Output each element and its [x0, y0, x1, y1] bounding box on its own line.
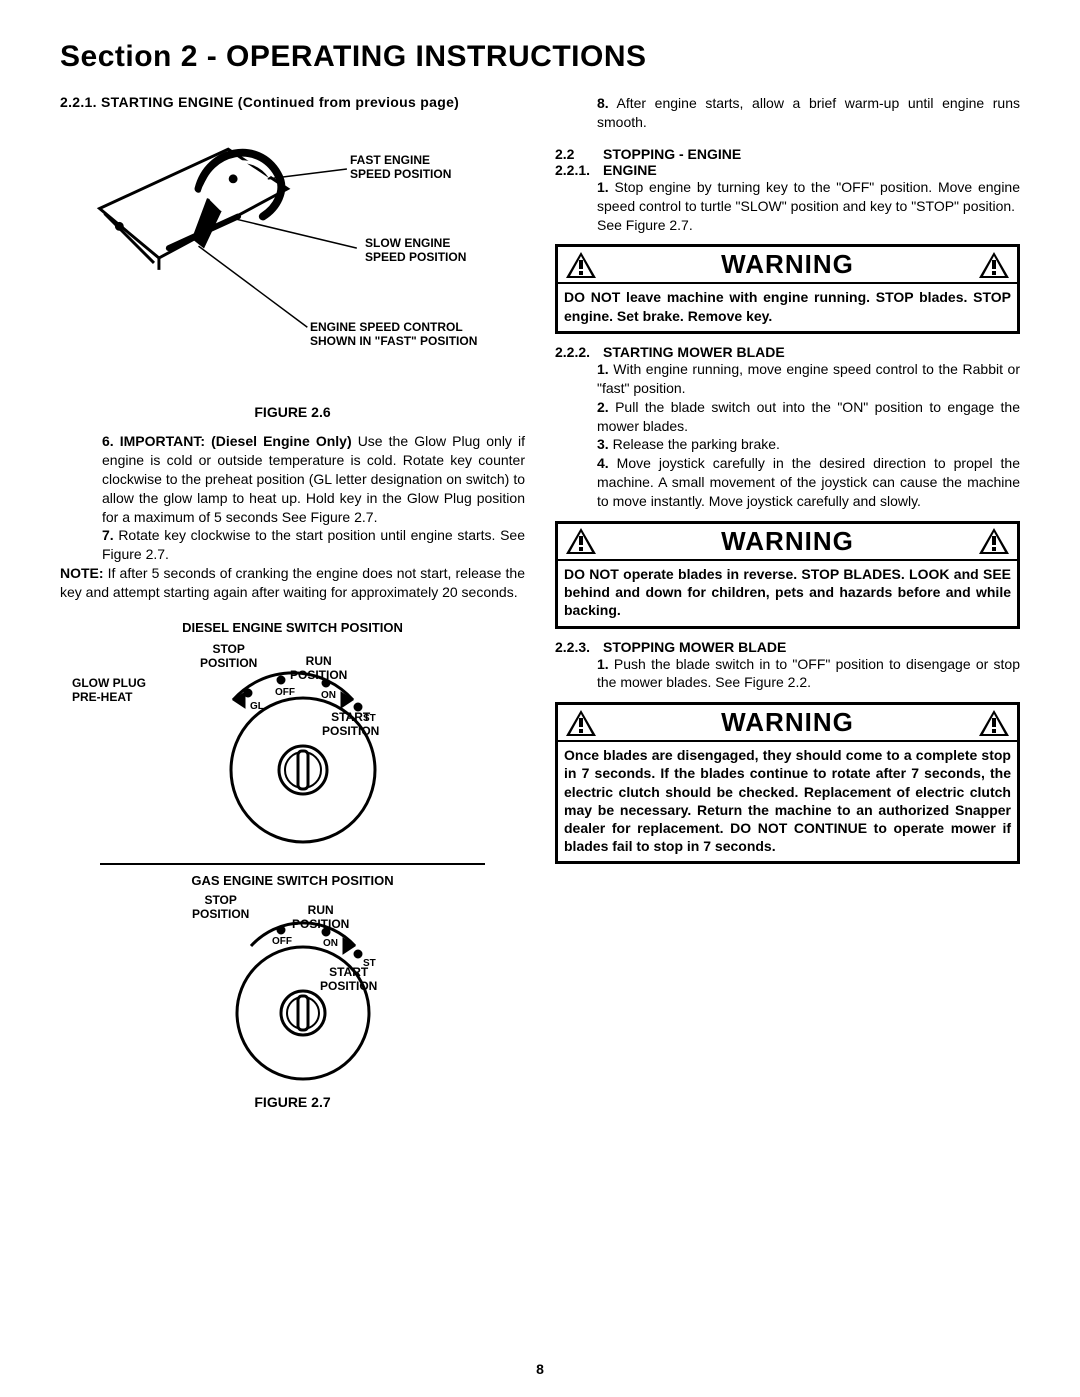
smb1-num: 1. — [597, 361, 609, 377]
smb2-num: 2. — [597, 399, 609, 415]
diesel-switch-title: DIESEL ENGINE SWITCH POSITION — [60, 620, 525, 635]
stopping-mower-text: 1. Push the blade switch in to "OFF" pos… — [555, 655, 1020, 693]
label-glow: GLOW PLUG PRE-HEAT — [72, 677, 146, 705]
heading-2-2: 2.2STOPPING - ENGINE — [555, 146, 1020, 162]
label-off: OFF — [275, 687, 295, 698]
h221-num: 2.2.1. — [555, 162, 603, 178]
smb4-num: 4. — [597, 455, 609, 471]
warning-body-3: Once blades are disengaged, they should … — [558, 742, 1017, 861]
eng1-body: Stop engine by turning key to the "OFF" … — [597, 179, 1024, 233]
warning-box-2: WARNING DO NOT operate blades in reverse… — [555, 521, 1020, 629]
text-step-6-7: 6. IMPORTANT: (Diesel Engine Only) Use t… — [60, 432, 525, 602]
section-title-text: OPERATING INSTRUCTIONS — [226, 40, 646, 73]
smb2-body: Pull the blade switch out into the "ON" … — [597, 399, 1020, 434]
figure-2-7-caption: FIGURE 2.7 — [60, 1094, 525, 1110]
starting-mower-text: 1. With engine running, move engine spee… — [555, 360, 1020, 511]
warning-icon — [564, 250, 598, 280]
warning-body-2: DO NOT operate blades in reverse. STOP B… — [558, 561, 1017, 626]
h222-title: STARTING MOWER BLADE — [603, 344, 785, 360]
svg-text:ON: ON — [323, 938, 338, 949]
warning-head-2: WARNING — [558, 524, 1017, 561]
label-start: START POSITION — [322, 711, 379, 739]
h222-num: 2.2.2. — [555, 344, 603, 360]
svg-text:OFF: OFF — [272, 936, 292, 947]
warning-icon — [564, 526, 598, 556]
heading-2-2-1-right: 2.2.1.ENGINE — [555, 162, 1020, 178]
smb1-body: With engine running, move engine speed c… — [597, 361, 1020, 396]
section-title: Section 2 - OPERATING INSTRUCTIONS — [60, 40, 1020, 74]
stop1-body: Push the blade switch in to "OFF" positi… — [597, 656, 1020, 691]
h223-title: STOPPING MOWER BLADE — [603, 639, 786, 655]
h22-title: STOPPING - ENGINE — [603, 146, 741, 162]
step-6-lead: 6. IMPORTANT: (Diesel Engine Only) — [102, 433, 358, 449]
heading-2-2-1: 2.2.1. STARTING ENGINE (Continued from p… — [60, 94, 525, 110]
step-7-num: 7. — [102, 527, 114, 543]
label-fast: FAST ENGINE SPEED POSITION — [350, 153, 451, 182]
gas-switch-title: GAS ENGINE SWITCH POSITION — [60, 873, 525, 888]
step-8-body: After engine starts, allow a brief warm-… — [597, 95, 1020, 130]
warning-icon — [977, 526, 1011, 556]
stop1-num: 1. — [597, 656, 609, 672]
gas-switch-diagram: OFF ON ST STOP POSITION RUN POSITION STA… — [60, 898, 525, 1088]
warning-body-1: DO NOT leave machine with engine running… — [558, 284, 1017, 330]
warning-icon — [977, 250, 1011, 280]
warning-head-1: WARNING — [558, 247, 1017, 284]
eng1-num: 1. — [597, 179, 609, 195]
smb4-body: Move joystick carefully in the desired d… — [597, 455, 1020, 509]
section-prefix: Section 2 - — [60, 40, 226, 73]
label-run-gas: RUN POSITION — [292, 904, 349, 932]
h221-title: ENGINE — [603, 162, 657, 178]
right-column: 8. After engine starts, allow a brief wa… — [555, 94, 1020, 1122]
warning-box-1: WARNING DO NOT leave machine with engine… — [555, 244, 1020, 333]
warning-title-2: WARNING — [721, 526, 854, 557]
label-stop-gas: STOP POSITION — [192, 894, 249, 922]
switch-divider — [100, 863, 485, 865]
engine-stop-text: 1. Stop engine by turning key to the "OF… — [555, 178, 1020, 235]
label-control: ENGINE SPEED CONTROL SHOWN IN "FAST" POS… — [310, 320, 477, 349]
label-on: ON — [321, 690, 336, 701]
warning-title-1: WARNING — [721, 249, 854, 280]
heading-2-2-3: 2.2.3.STOPPING MOWER BLADE — [555, 639, 1020, 655]
columns: 2.2.1. STARTING ENGINE (Continued from p… — [60, 94, 1020, 1122]
warning-icon — [564, 708, 598, 738]
warning-title-3: WARNING — [721, 707, 854, 738]
figure-2-6-caption: FIGURE 2.6 — [60, 404, 525, 420]
note-body: If after 5 seconds of cranking the engin… — [60, 565, 525, 600]
warning-box-3: WARNING Once blades are disengaged, they… — [555, 702, 1020, 864]
label-stop: STOP POSITION — [200, 643, 257, 671]
label-run: RUN POSITION — [290, 655, 347, 683]
note-lead: NOTE: — [60, 565, 104, 581]
diesel-switch-diagram: GL OFF ON ST STOP POSITION RUN POSITION … — [60, 645, 525, 855]
page-number: 8 — [0, 1361, 1080, 1377]
h223-num: 2.2.3. — [555, 639, 603, 655]
smb3-body: Release the parking brake. — [609, 436, 780, 452]
step-7-body: Rotate key clockwise to the start positi… — [102, 527, 525, 562]
step-8-num: 8. — [597, 95, 609, 111]
label-start-gas: START POSITION — [320, 966, 377, 994]
label-slow: SLOW ENGINE SPEED POSITION — [365, 236, 466, 265]
warning-head-3: WARNING — [558, 705, 1017, 742]
heading-2-2-2: 2.2.2.STARTING MOWER BLADE — [555, 344, 1020, 360]
figure-2-6: FAST ENGINE SPEED POSITION SLOW ENGINE S… — [60, 118, 525, 398]
warning-icon — [977, 708, 1011, 738]
left-column: 2.2.1. STARTING ENGINE (Continued from p… — [60, 94, 525, 1122]
text-step-8: 8. After engine starts, allow a brief wa… — [555, 94, 1020, 132]
label-gl: GL — [250, 701, 264, 712]
smb3-num: 3. — [597, 436, 609, 452]
h22-num: 2.2 — [555, 146, 603, 162]
